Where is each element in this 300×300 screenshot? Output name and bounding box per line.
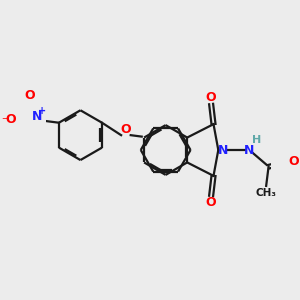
Text: O: O [6,113,16,126]
Text: O: O [121,123,131,136]
Text: ⁻: ⁻ [2,116,7,126]
Text: O: O [206,91,216,104]
Text: CH₃: CH₃ [256,188,277,198]
Text: O: O [206,196,216,209]
Text: N: N [32,110,43,124]
Text: N: N [218,143,228,157]
Text: O: O [289,155,299,169]
Text: +: + [38,106,46,116]
Text: O: O [24,89,34,102]
Text: H: H [252,135,262,146]
Text: N: N [244,143,255,157]
